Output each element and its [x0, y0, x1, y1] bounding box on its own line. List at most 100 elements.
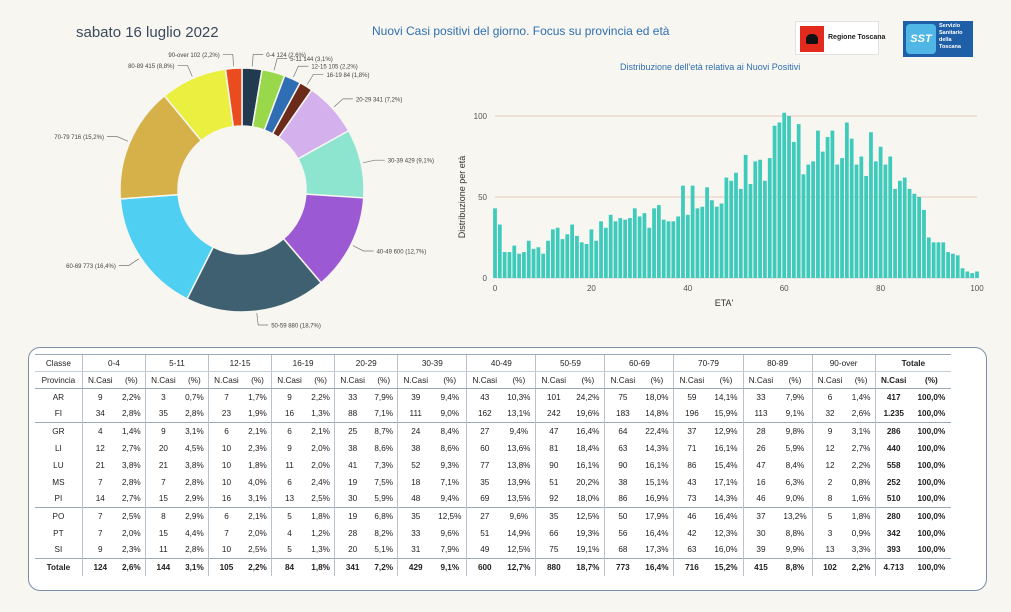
histogram-bar [763, 180, 767, 278]
age-donut-chart: 0-4 124 (2,6%)5-11 144 (3,1%) 12-15 105 (… [54, 53, 434, 330]
cases-cell: 84 [271, 558, 308, 576]
cases-cell: 3 [144, 388, 181, 406]
cases-cell: 49 [466, 541, 503, 559]
page-title: Nuovi Casi positivi del giorno. Focus su… [372, 24, 670, 38]
donut-leader-line [293, 65, 309, 78]
percent-cell: 16,1% [645, 460, 669, 470]
percent-cell: 19,1% [576, 545, 600, 555]
histogram-bar [902, 177, 907, 278]
percent-cell: 20,2% [576, 477, 600, 487]
cases-cell: 92 [535, 490, 572, 508]
percent-cell: 0,7% [185, 392, 204, 402]
percent-cell: 9,4% [502, 422, 536, 440]
percent-cell: 100,0% [917, 477, 946, 487]
histogram-bar [550, 229, 555, 278]
histogram-bar [859, 156, 864, 278]
histogram-bar [869, 132, 873, 278]
histogram-bar [734, 172, 738, 278]
table-header-cell: (%) [243, 371, 272, 389]
histogram-bar [579, 242, 584, 278]
cases-cell: 81 [535, 439, 572, 457]
cases-cell: 20 [144, 439, 181, 457]
histogram-bar [811, 161, 816, 278]
percent-cell: 9,6% [502, 507, 536, 525]
cases-cell: 242 [535, 405, 572, 423]
cases-cell: 19 [334, 507, 371, 525]
percent-cell: 4,4% [185, 528, 204, 538]
cases-cell: 111 [397, 405, 434, 423]
histogram-bar [907, 188, 912, 278]
histogram-bar [497, 224, 502, 278]
percent-cell: 14,9% [507, 528, 531, 538]
histogram-bar [820, 151, 825, 278]
province-cell: PI [54, 494, 63, 504]
percent-cell: 8,6% [440, 443, 460, 453]
percent-cell: 9,3% [440, 460, 460, 470]
table-header-cell: N.Casi [874, 371, 912, 389]
histogram-bar [661, 219, 666, 278]
histogram-bar [897, 180, 902, 278]
percent-cell: 0,9% [851, 528, 871, 538]
table-row: FI 34 2,8% 35 2,8% 23 1,9% 16 1,3% 88 7,1% 111 9,0% 1… [35, 405, 951, 423]
table-row: PO 7 2,5% 8 2,9% 6 2,1% 5 1,8% 19 6,8% 35 12,5% 27 9,6… [35, 507, 951, 525]
province-cell: PT [53, 528, 64, 538]
cases-cell: 6 [271, 422, 308, 440]
percent-cell: 3,8% [121, 460, 141, 470]
cases-cell: 10 [208, 541, 244, 559]
percent-cell: 16,4% [571, 422, 605, 440]
cases-cell: 86 [604, 490, 641, 508]
table-header-cell: 60-69 [604, 354, 674, 372]
table-header-cell: 12-15 [208, 354, 272, 372]
percent-cell: 12,5% [507, 545, 531, 555]
cases-cell: 7 [208, 388, 244, 406]
histogram-bar [695, 208, 700, 278]
percent-cell: 1,8% [248, 460, 267, 470]
cases-cell: 124 [81, 558, 118, 576]
donut-leader-line [306, 73, 324, 85]
percent-cell: 8,4% [785, 460, 805, 470]
table-row: LI 12 2,7% 20 4,5% 10 2,3% 9 2,0% 38 8,6% 38 8,6% 60 1… [35, 439, 951, 457]
cases-cell: 4 [271, 524, 308, 542]
cases-cell: 415 [742, 558, 779, 576]
donut-slice-label: 16-19 84 (1,8%) [326, 73, 369, 79]
donut-slice-label: 12-15 105 (2,2%) [311, 65, 357, 71]
percent-cell: 17,3% [645, 545, 669, 555]
histogram-bar [594, 240, 599, 278]
donut-leader-line [352, 245, 374, 252]
cases-cell: 24 [397, 422, 434, 440]
table-header-cell: (%) [847, 371, 876, 389]
histogram-bar [493, 208, 497, 278]
percent-cell: 100,0% [911, 507, 951, 525]
cases-cell: 9 [144, 422, 181, 440]
percent-cell: 2,4% [311, 477, 330, 487]
histogram-bar [796, 124, 801, 278]
histogram-bar [917, 197, 922, 278]
percent-cell: 9,1% [785, 409, 805, 419]
histogram-bar [589, 229, 594, 278]
cases-cell: 38 [334, 439, 371, 457]
table-header-cell: N.Casi [81, 371, 118, 389]
donut-slice-label: 60-69 773 (16,4%) [66, 264, 116, 270]
donut-leader-line [177, 65, 193, 77]
regione-toscana-logo: Regione Toscana [795, 21, 885, 55]
percent-cell: 1,7% [248, 392, 267, 402]
histogram-bar [753, 161, 758, 278]
cases-cell: 46 [742, 490, 779, 508]
table-header-cell: Totale [874, 354, 951, 372]
table-header-cell: N.Casi [397, 371, 434, 389]
histogram-bar [613, 221, 618, 278]
percent-cell: 3,1% [847, 422, 876, 440]
histogram-bar [883, 164, 888, 278]
cases-cell: 716 [673, 558, 710, 576]
donut-slice-label: 50-59 880 (18,7%) [271, 324, 321, 330]
histogram-bar [965, 271, 970, 278]
donut-leader-line [333, 98, 353, 108]
histogram-bar [584, 243, 589, 278]
cases-cell: 341 [334, 558, 371, 576]
province-cell: AR [52, 392, 65, 402]
percent-cell: 9,8% [778, 422, 813, 440]
table-header-cell: (%) [778, 371, 813, 389]
percent-cell: 0,8% [851, 477, 871, 487]
histogram-bar [854, 164, 859, 278]
percent-cell: 2,0% [311, 443, 330, 453]
